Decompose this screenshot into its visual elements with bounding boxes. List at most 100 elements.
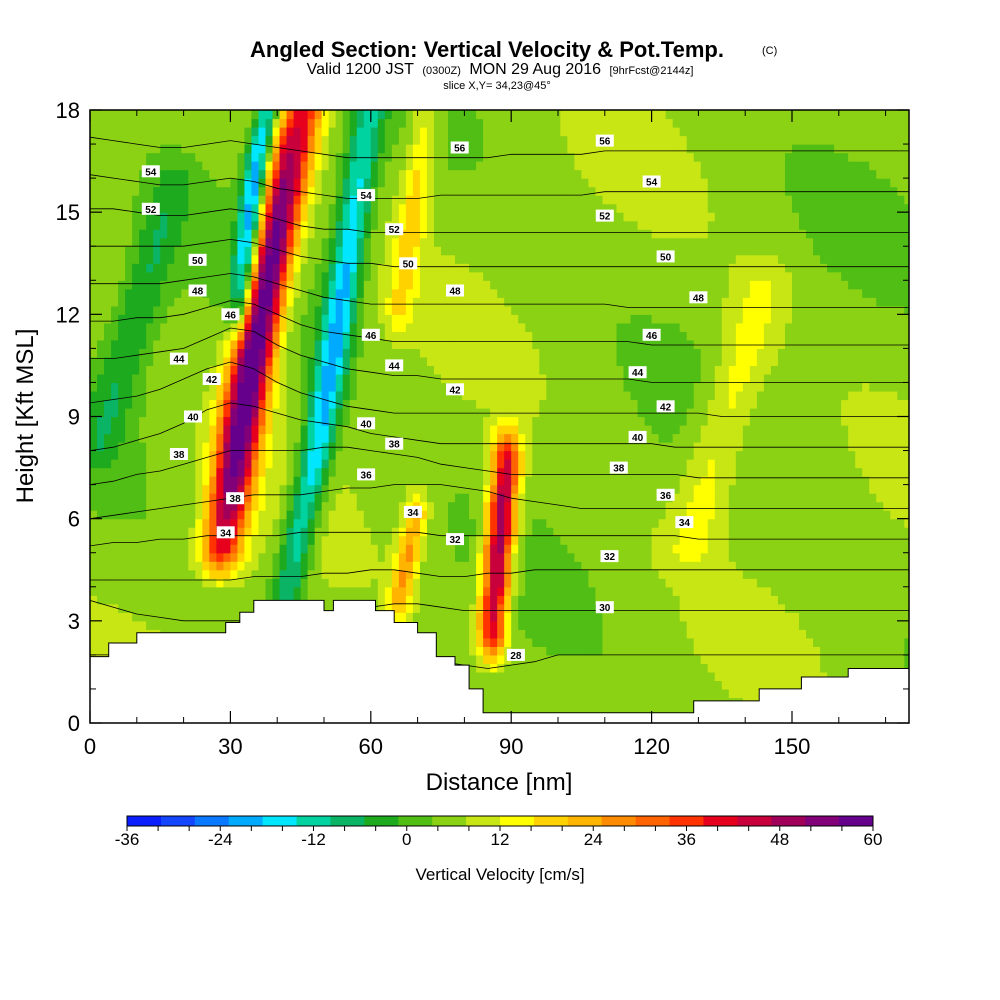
subtitle-valid: Valid 1200 JST — [307, 61, 415, 78]
y-tick: 12 — [56, 302, 909, 327]
contour-label: 56 — [595, 134, 614, 148]
colorbar-swatch — [398, 816, 433, 826]
contour-label: 30 — [595, 601, 614, 614]
colorbar-label: Vertical Velocity [cm/s] — [415, 865, 584, 884]
y-axis-label: Height [Kft MSL] — [12, 329, 39, 504]
theta-contour-56 — [90, 136, 909, 159]
contour-label: 42 — [202, 373, 221, 386]
colorbar-swatch — [601, 816, 637, 826]
colorbar-swatch — [567, 816, 603, 826]
chart-title-mark: (C) — [762, 45, 777, 57]
colorbar-swatch — [805, 816, 840, 826]
colorbar-tick-label: 0 — [402, 830, 411, 849]
contour-label: 50 — [188, 253, 207, 267]
contour-label: 56 — [450, 141, 469, 155]
contour-label: 44 — [628, 366, 647, 379]
contour-label: 34 — [675, 516, 694, 529]
y-tick-label: 0 — [68, 711, 80, 736]
theta-contour-44 — [90, 327, 909, 383]
contour-label: 38 — [609, 461, 628, 475]
contour-label: 48 — [689, 291, 708, 304]
y-tick: 15 — [56, 200, 909, 225]
contour-label: 34 — [403, 505, 422, 519]
theta-contour-30 — [90, 600, 909, 622]
theta-contour-42 — [90, 361, 909, 417]
y-tick-label: 12 — [56, 302, 80, 327]
terrain-mask — [90, 599, 909, 723]
x-tick: 30 — [218, 110, 243, 759]
colorbar-swatch — [364, 816, 399, 826]
colorbar-tick-label: 60 — [864, 830, 883, 849]
subtitle-date: MON 29 Aug 2016 — [469, 61, 601, 78]
theta-contour-48 — [90, 273, 909, 308]
colorbar-tick-label: 36 — [677, 830, 696, 849]
contour-label: 42 — [656, 400, 675, 413]
contour-label: 46 — [221, 308, 240, 321]
slice-text: slice X,Y= 34,23@45° — [443, 80, 551, 92]
contour-label: 32 — [446, 533, 464, 546]
y-tick-label: 9 — [68, 405, 80, 430]
x-tick-label: 150 — [774, 734, 811, 759]
contour-label: 52 — [595, 209, 614, 223]
contour-label: 54 — [141, 165, 160, 178]
colorbar-swatch — [669, 816, 704, 826]
contour-label: 38 — [226, 492, 245, 505]
y-tick: 9 — [68, 405, 909, 430]
colorbar-swatch — [703, 816, 738, 826]
colorbar-tick-label: -24 — [208, 830, 233, 849]
colorbar-tick-label: 12 — [491, 830, 510, 849]
contour-label: 44 — [385, 359, 404, 372]
contour-label: 44 — [169, 352, 188, 366]
chart-subtitle: Valid 1200 JST (0300Z) MON 29 Aug 2016 [… — [307, 61, 694, 78]
contour-label: 36 — [357, 468, 376, 481]
colorbar-swatch — [466, 816, 501, 826]
contour-label: 48 — [188, 284, 207, 298]
colorbar-swatch — [160, 816, 196, 826]
colorbar-swatch — [635, 816, 671, 826]
theta-contour-52 — [90, 208, 909, 233]
x-tick: 60 — [359, 110, 383, 759]
y-tick-label: 6 — [68, 507, 80, 532]
theta-contour-50 — [90, 238, 909, 268]
x-tick: 150 — [774, 110, 811, 759]
contour-label: 50 — [399, 257, 418, 270]
x-tick: 90 — [499, 110, 523, 759]
contour-label: 52 — [385, 223, 404, 236]
theta-contour-32 — [90, 569, 909, 581]
colorbar-tick-label: -36 — [115, 830, 140, 849]
contour-label: 54 — [642, 175, 661, 189]
contour-label: 28 — [506, 648, 525, 662]
y-tick-label: 15 — [56, 200, 80, 225]
x-tick-label: 0 — [84, 734, 96, 759]
colorbar-swatch — [839, 816, 874, 826]
colorbar-swatch — [296, 816, 331, 826]
theta-contour-46 — [90, 300, 909, 346]
contour-label: 40 — [628, 430, 647, 444]
contour-label: 38 — [385, 437, 404, 451]
y-tick: 0 — [68, 711, 909, 736]
theta-contour-40 — [90, 402, 909, 451]
chart-title: Angled Section: Vertical Velocity & Pot.… — [250, 37, 724, 62]
colorbar-swatch — [228, 816, 264, 826]
plot-area: 54 52 50 48 46 44 42 40 38 38 34 56 54 52 50 48 46 44 42 40… — [90, 110, 909, 723]
colorbar-tick-label: 48 — [770, 830, 789, 849]
contour-label: 40 — [184, 410, 202, 424]
colorbar-swatch — [330, 816, 365, 826]
x-axis-label: Distance [nm] — [426, 769, 573, 796]
colorbar-swatch — [771, 816, 806, 826]
contour-label: 36 — [656, 488, 675, 502]
x-tick: 120 — [633, 110, 670, 759]
y-tick-label: 18 — [56, 98, 80, 123]
y-tick: 6 — [68, 507, 909, 532]
y-tick-label: 3 — [68, 609, 80, 634]
x-tick-label: 90 — [499, 734, 523, 759]
contour-label: 52 — [141, 202, 160, 216]
subtitle-utc: (0300Z) — [422, 65, 461, 77]
contour-label: 54 — [357, 189, 376, 202]
colorbar-swatch — [432, 816, 467, 826]
colorbar-swatch — [194, 816, 230, 826]
contour-label: 46 — [642, 328, 661, 342]
contour-labels: 54 52 50 48 46 44 42 40 38 38 34 56 54 52 50 48 46 44 42 40… — [141, 134, 708, 662]
